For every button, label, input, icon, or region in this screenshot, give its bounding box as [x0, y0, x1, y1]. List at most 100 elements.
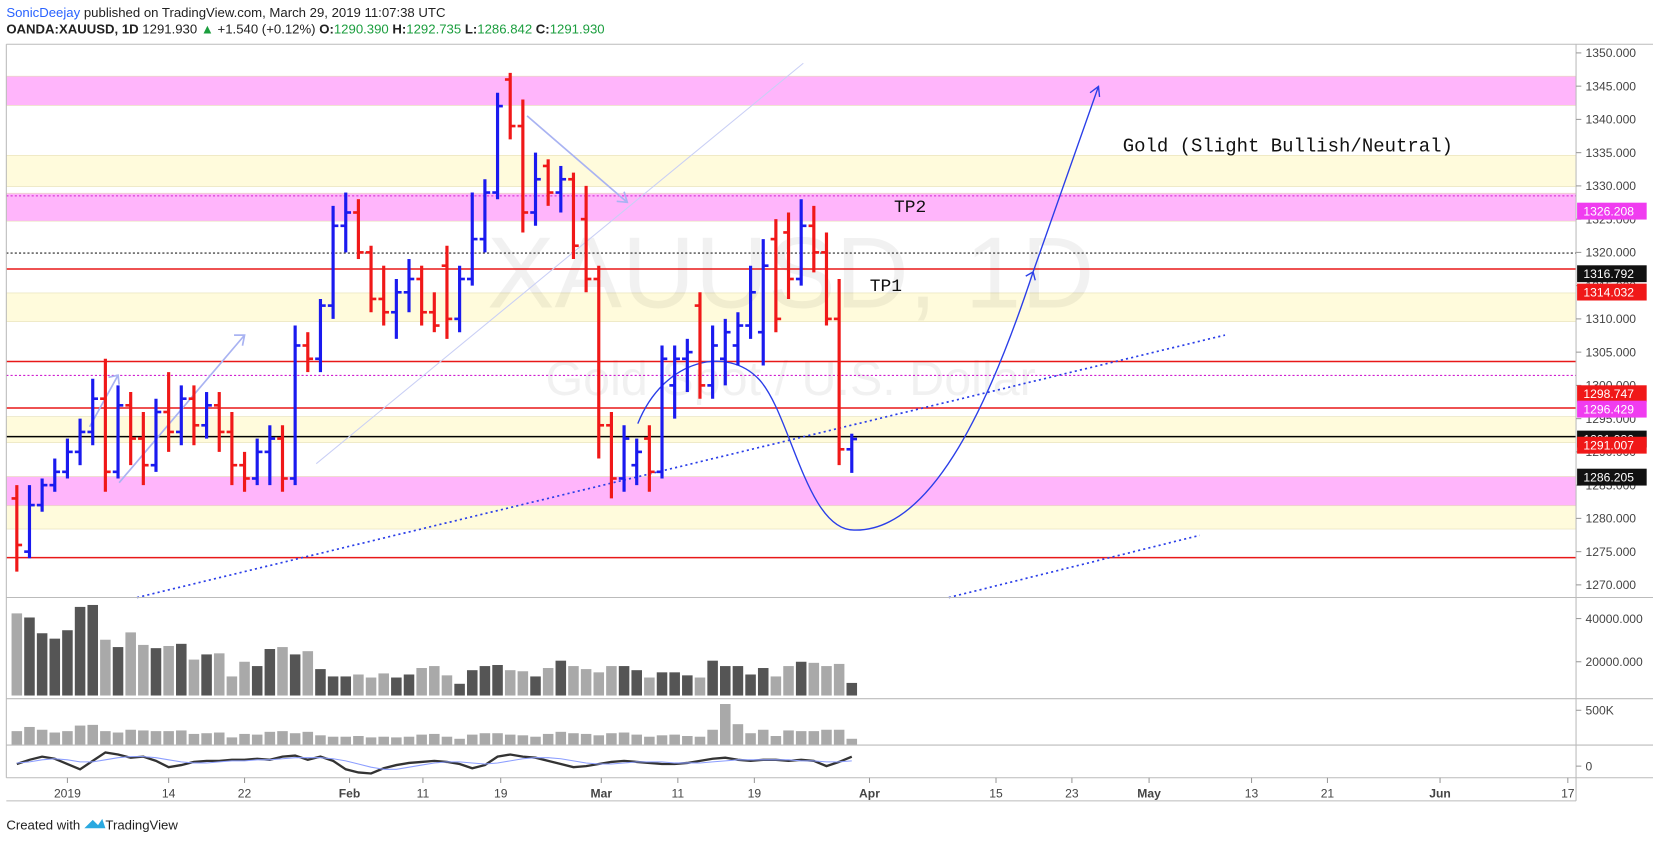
- volume-bar: [365, 677, 377, 696]
- volume2-bar: [251, 734, 263, 746]
- y-tick-label: 1280.000: [1586, 512, 1637, 526]
- volume2-bar: [429, 733, 440, 746]
- volume-bar: [720, 666, 731, 696]
- trend-line: [948, 534, 1200, 599]
- projection-curve: [637, 85, 1101, 531]
- volume-bar: [150, 648, 162, 696]
- volume2-bar: [315, 735, 326, 746]
- legend-line: OANDA:XAUUSD, 1D 1291.930 ▲ +1.540 (+0.1…: [6, 22, 604, 37]
- volume-bar: [580, 669, 592, 696]
- volume2-bar: [555, 731, 567, 746]
- price-label-box: [1577, 283, 1647, 301]
- y-tick-label: 1330.000: [1586, 179, 1637, 193]
- footer-text: Created with: [6, 817, 80, 832]
- volume2-bar: [327, 736, 339, 746]
- volume-bar: [11, 613, 23, 696]
- price-label: 1291.007: [1583, 438, 1634, 452]
- price-label: 1298.747: [1583, 387, 1634, 401]
- zone: [6, 75, 1577, 106]
- volume-bar: [87, 604, 99, 696]
- zone: [6, 416, 1577, 443]
- volume2-bar: [757, 729, 769, 746]
- arrow: ▲: [201, 22, 214, 37]
- y-tick-label: 0: [1586, 759, 1593, 773]
- x-tick-label: 15: [989, 787, 1003, 801]
- volume-bar: [618, 666, 630, 696]
- volume-bar: [112, 647, 124, 696]
- price-label-box: [1577, 202, 1647, 220]
- volume2-bar: [833, 729, 845, 746]
- volume2-bar: [795, 731, 807, 746]
- volume-bar: [327, 676, 339, 696]
- x-tick-label: 14: [162, 787, 176, 801]
- oscillator-line: [16, 751, 853, 775]
- x-tick-label: Feb: [339, 787, 361, 801]
- volume2-bar: [441, 736, 453, 746]
- volume2-bar: [201, 733, 212, 746]
- footer-brand[interactable]: TradingView: [105, 817, 178, 832]
- price-label-box: [1577, 265, 1647, 283]
- volume-bar: [757, 668, 769, 696]
- volume2-bar: [568, 733, 579, 746]
- volume2-bar: [188, 733, 200, 746]
- volume-bar: [391, 677, 402, 696]
- volume-bar: [795, 661, 807, 696]
- volume2-bar: [239, 733, 250, 746]
- volume2-bar: [770, 736, 782, 746]
- volume-bar: [188, 659, 200, 696]
- volume2-bar: [606, 733, 617, 746]
- header-line: SonicDeejay published on TradingView.com…: [6, 5, 445, 20]
- price-label: 1316.792: [1583, 267, 1634, 281]
- volume-bar: [821, 666, 832, 696]
- oscillator-line: [16, 756, 852, 770]
- volume2-bar: [682, 736, 693, 746]
- drawings: [88, 62, 1226, 599]
- volume2-bar: [745, 733, 756, 746]
- c-label: C:: [536, 22, 550, 37]
- volume-bar: [783, 666, 794, 696]
- annotation: Gold (Slight Bullish/Neutral): [1123, 136, 1453, 158]
- annotation: TP1: [870, 277, 902, 297]
- volume-bar: [479, 666, 491, 696]
- o-value: 1290.390: [334, 22, 389, 37]
- volume-bar: [251, 666, 263, 696]
- volume2-bar: [821, 729, 832, 746]
- axes: 1270.0001275.0001280.0001285.0001290.000…: [5, 43, 1653, 802]
- volume2-bar: [74, 725, 86, 746]
- volume2-bar: [176, 730, 187, 746]
- volume2-bar: [656, 735, 668, 746]
- last: 1291.930: [142, 22, 197, 37]
- volume2-bar: [454, 738, 465, 746]
- price-label: 1314.032: [1583, 285, 1634, 299]
- volume-bar: [517, 671, 529, 696]
- volume2-bar: [49, 732, 61, 746]
- price-bars: [11, 72, 858, 775]
- volume2-bar: [403, 736, 415, 746]
- volume-bar: [340, 676, 352, 696]
- volume-bar: [707, 660, 718, 696]
- watermark: XAUUSD, 1D: [487, 217, 1094, 330]
- volume2-bar: [783, 730, 794, 746]
- y-tick-label: 40000.000: [1586, 612, 1644, 626]
- volume2-bar: [277, 731, 288, 746]
- volume2-bar: [720, 704, 731, 746]
- volume-bar: [846, 682, 858, 696]
- symbol: OANDA:XAUUSD, 1D: [6, 22, 138, 37]
- volume-bar: [416, 668, 427, 696]
- volume-bar: [593, 672, 605, 696]
- volume2-bar: [226, 737, 238, 746]
- volume2-bar: [694, 736, 706, 746]
- volume2-bar: [492, 733, 503, 746]
- volume-bar: [504, 670, 516, 696]
- volume2-bar: [542, 733, 554, 746]
- zones: [6, 75, 1577, 530]
- y-tick-label: 1340.000: [1586, 113, 1637, 127]
- volume2-bar: [365, 737, 377, 746]
- volume-bar: [745, 674, 756, 696]
- volume-bar: [808, 662, 820, 696]
- volume-bar: [441, 675, 453, 696]
- x-tick-label: 11: [417, 787, 430, 801]
- y-tick-label: 1310.000: [1586, 312, 1637, 326]
